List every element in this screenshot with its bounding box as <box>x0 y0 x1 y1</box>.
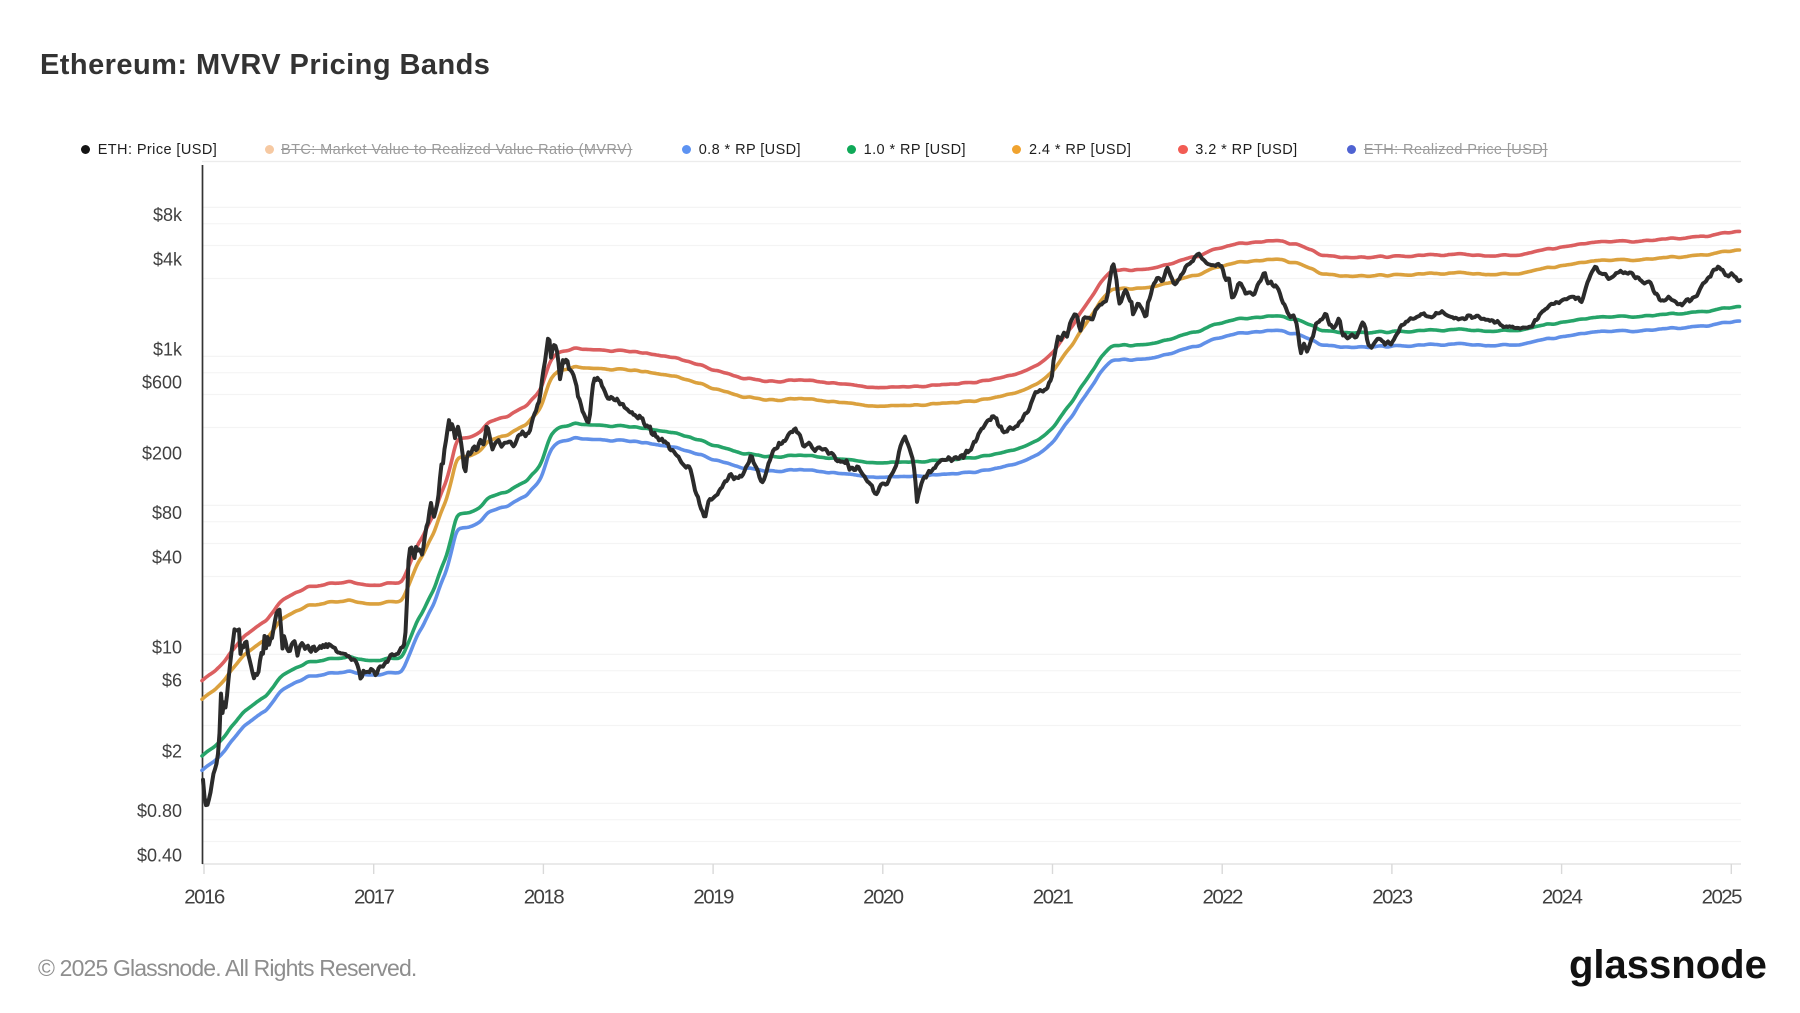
svg-text:2022: 2022 <box>1202 886 1243 909</box>
svg-text:$80: $80 <box>152 503 182 523</box>
svg-text:$600: $600 <box>142 373 182 393</box>
svg-text:2017: 2017 <box>354 886 395 909</box>
svg-text:2018: 2018 <box>524 886 565 909</box>
svg-text:$1k: $1k <box>153 339 183 359</box>
svg-text:2019: 2019 <box>693 886 734 909</box>
svg-text:2021: 2021 <box>1033 886 1074 909</box>
svg-text:$2: $2 <box>162 742 182 762</box>
svg-text:2016: 2016 <box>184 886 225 909</box>
svg-text:$40: $40 <box>152 548 182 568</box>
svg-text:$8k: $8k <box>153 205 183 225</box>
svg-text:$200: $200 <box>142 444 182 464</box>
svg-text:2020: 2020 <box>863 886 904 909</box>
svg-text:$10: $10 <box>152 637 182 657</box>
svg-text:2023: 2023 <box>1372 886 1413 909</box>
svg-text:2024: 2024 <box>1542 886 1583 909</box>
svg-text:$0.40: $0.40 <box>137 846 182 866</box>
svg-text:$0.80: $0.80 <box>137 801 182 821</box>
svg-text:2025: 2025 <box>1702 886 1743 909</box>
svg-text:$4k: $4k <box>153 250 183 270</box>
svg-text:$6: $6 <box>162 671 182 691</box>
